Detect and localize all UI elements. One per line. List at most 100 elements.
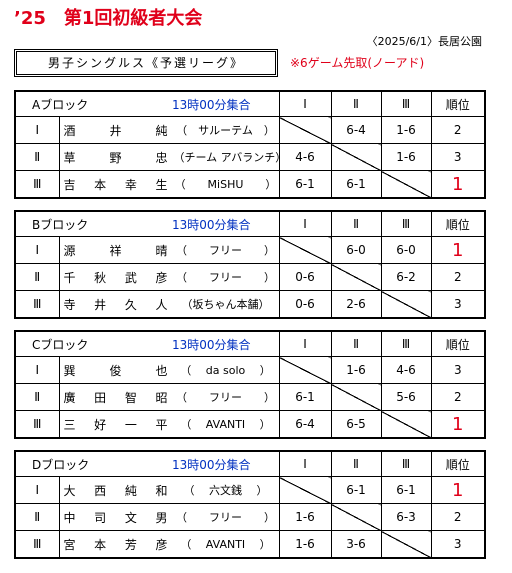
player-cell: 寺 井 久 人 （坂ちゃん本舗） bbox=[58, 290, 280, 319]
score: 1-6 bbox=[380, 143, 432, 171]
player-name: 源 祥 晴 bbox=[63, 243, 168, 258]
block-table: Cブロック 13時00分集合 Ⅰ Ⅱ Ⅲ 順位 Ⅰ 巽 俊 也（ da solo ） 1-6 4-… bbox=[14, 330, 487, 439]
row-number: Ⅱ bbox=[14, 383, 60, 411]
player-club: （ フリー ） bbox=[176, 511, 275, 524]
column-header: Ⅲ bbox=[380, 210, 432, 237]
player-name: 中 司 文 男 bbox=[63, 510, 168, 525]
player-cell: 千 秋 武 彦 （ フリー ） bbox=[58, 263, 280, 291]
player-cell: 宮 本 芳 彦 （ AVANTI ） bbox=[58, 530, 280, 559]
meet-time: 13時00分集合 bbox=[172, 457, 251, 472]
player-club: （ フリー ） bbox=[176, 244, 275, 257]
rank: 3 bbox=[430, 530, 486, 559]
meet-time: 13時00分集合 bbox=[172, 337, 251, 352]
rank: 2 bbox=[430, 116, 486, 144]
row-number: Ⅲ bbox=[14, 410, 60, 439]
rank: 2 bbox=[430, 263, 486, 291]
self-match bbox=[278, 356, 332, 384]
player-club: （ MiSHU ） bbox=[174, 178, 277, 191]
score: 5-6 bbox=[380, 383, 432, 411]
score: 3-6 bbox=[330, 530, 382, 559]
rank: 2 bbox=[430, 503, 486, 531]
header-row: Aブロック 13時00分集合 Ⅰ Ⅱ Ⅲ 順位 bbox=[14, 90, 486, 117]
player-name: 大 西 純 和 bbox=[63, 483, 168, 498]
block-name: Aブロック 13時00分集合 bbox=[14, 90, 279, 117]
block-name: Dブロック 13時00分集合 bbox=[14, 450, 279, 477]
player-cell: 吉 本 幸 生 （ MiSHU ） bbox=[58, 170, 280, 199]
rank: 2 bbox=[430, 383, 486, 411]
header-row: Bブロック 13時00分集合 Ⅰ Ⅱ Ⅲ 順位 bbox=[14, 210, 486, 237]
column-header: Ⅰ bbox=[278, 90, 332, 117]
player-club: （ フリー ） bbox=[176, 271, 275, 284]
column-header: 順位 bbox=[430, 90, 486, 117]
player-club: （ da solo ） bbox=[180, 364, 271, 377]
self-match bbox=[330, 503, 382, 531]
row-number: Ⅱ bbox=[14, 263, 60, 291]
score: 6-0 bbox=[330, 236, 382, 264]
block-name-text: Cブロック bbox=[32, 337, 89, 352]
header-row: Dブロック 13時00分集合 Ⅰ Ⅱ Ⅲ 順位 bbox=[14, 450, 486, 477]
player-name: 巽 俊 也 bbox=[63, 363, 168, 378]
row-number: Ⅰ bbox=[14, 476, 60, 504]
event-rule: ※6ゲーム先取(ノーアド) bbox=[290, 56, 425, 70]
player-name: 吉 本 幸 生 bbox=[63, 177, 168, 192]
player-club: （ サルーテム ） bbox=[176, 124, 275, 137]
player-cell: 廣 田 智 昭 （ フリー ） bbox=[58, 383, 280, 411]
column-header: 順位 bbox=[430, 210, 486, 237]
column-header: Ⅰ bbox=[278, 210, 332, 237]
player-club: （ 六文銭 ） bbox=[183, 484, 268, 497]
player-cell: 巽 俊 也 （ da solo ） bbox=[58, 356, 280, 384]
player-cell: 草 野 忠 （チーム アバランチ） bbox=[58, 143, 286, 171]
rank: 3 bbox=[430, 290, 486, 319]
row-number: Ⅱ bbox=[14, 143, 60, 171]
row-number: Ⅰ bbox=[14, 116, 60, 144]
row-number: Ⅲ bbox=[14, 290, 60, 319]
meet-time: 13時00分集合 bbox=[172, 217, 251, 232]
player-name: 宮 本 芳 彦 bbox=[63, 537, 168, 552]
date: 〈2025/6/1〉長居公園 bbox=[366, 35, 482, 48]
score: 6-4 bbox=[278, 410, 332, 439]
score: 6-2 bbox=[380, 263, 432, 291]
block-name-text: Bブロック bbox=[32, 217, 89, 232]
row-number: Ⅰ bbox=[14, 356, 60, 384]
score: 6-1 bbox=[278, 383, 332, 411]
rank: 1 bbox=[430, 236, 486, 264]
player-name: 草 野 忠 bbox=[63, 150, 168, 165]
block-table: Dブロック 13時00分集合 Ⅰ Ⅱ Ⅲ 順位 Ⅰ 大 西 純 和（ 六文銭 ） 6-1 6-1 1… bbox=[14, 450, 486, 559]
self-match bbox=[380, 290, 432, 319]
score: 0-6 bbox=[278, 290, 332, 319]
rank: 1 bbox=[430, 170, 486, 199]
player-club: （ フリー ） bbox=[176, 391, 275, 404]
self-match bbox=[278, 476, 332, 504]
block-name: Bブロック 13時00分集合 bbox=[14, 210, 280, 237]
player-cell: 中 司 文 男 （ フリー ） bbox=[58, 503, 280, 531]
player-name: 三 好 一 平 bbox=[63, 417, 168, 432]
event-label: 男子シングルス《予選リーグ》 bbox=[14, 49, 278, 77]
score: 1-6 bbox=[380, 116, 432, 144]
column-header: Ⅲ bbox=[380, 450, 432, 477]
score: 1-6 bbox=[330, 356, 382, 384]
score: 6-1 bbox=[330, 170, 382, 199]
rank: 3 bbox=[430, 356, 486, 384]
score: 6-1 bbox=[380, 476, 432, 504]
player-cell: 源 祥 晴 （ フリー ） bbox=[58, 236, 280, 264]
column-header: Ⅱ bbox=[330, 90, 382, 117]
player-cell: 三 好 一 平 （ AVANTI ） bbox=[58, 410, 280, 439]
score: 6-1 bbox=[278, 170, 332, 199]
row-number: Ⅲ bbox=[14, 530, 60, 559]
player-club: （ AVANTI ） bbox=[180, 418, 271, 431]
block-name-text: Dブロック bbox=[32, 457, 90, 472]
row-number: Ⅰ bbox=[14, 236, 60, 264]
self-match bbox=[278, 236, 332, 264]
meet-time: 13時00分集合 bbox=[172, 97, 251, 112]
score: 4-6 bbox=[278, 143, 332, 171]
score: 6-5 bbox=[330, 410, 382, 439]
self-match bbox=[330, 143, 382, 171]
